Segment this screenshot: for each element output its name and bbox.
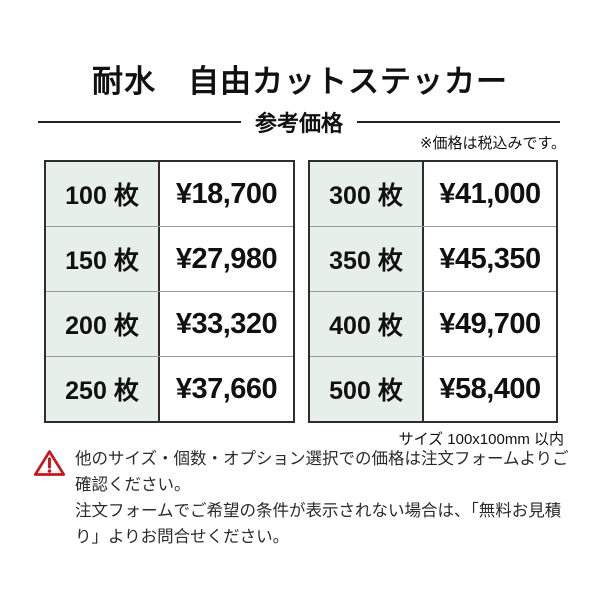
price-table-left: 100 枚 ¥18,700 150 枚 ¥27,980 200 枚 ¥33,32…: [44, 160, 295, 423]
table-row: 400 枚 ¥49,700: [310, 291, 556, 356]
size-limit-note: サイズ 100x100mm 以内: [398, 431, 564, 448]
quantity-cell: 300 枚: [310, 162, 424, 226]
price-cell: ¥18,700: [175, 177, 278, 210]
quantity-cell: 250 枚: [46, 357, 160, 421]
tax-included-note: ※価格は税込みです。: [419, 135, 566, 152]
quantity-cell: 150 枚: [46, 227, 160, 291]
reference-price-heading: 参考価格: [38, 108, 561, 136]
table-row: 200 枚 ¥33,320: [46, 291, 293, 356]
warning-line: り」よりお問合せください。: [75, 528, 290, 546]
quantity-cell: 350 枚: [310, 227, 424, 291]
quantity-cell: 200 枚: [46, 292, 160, 356]
warning-line: 他のサイズ・個数・オプション選択での価格は注文フォームよりご: [75, 450, 569, 468]
price-cell: ¥27,980: [175, 242, 278, 275]
heading-rule-right: [357, 121, 561, 123]
price-table-right: 300 枚 ¥41,000 350 枚 ¥45,350 400 枚 ¥49,70…: [308, 160, 558, 423]
price-cell: ¥45,350: [439, 242, 541, 275]
price-cell: ¥49,700: [439, 307, 541, 340]
table-row: 150 枚 ¥27,980: [46, 226, 293, 291]
warning-triangle-icon: [33, 450, 66, 476]
price-cell: ¥33,320: [175, 307, 278, 340]
warning-line: 注文フォームでご希望の条件が表示されない場合は、「無料お見積: [75, 502, 562, 520]
quantity-cell: 500 枚: [310, 357, 424, 421]
price-cell: ¥41,000: [439, 177, 541, 210]
table-row: 350 枚 ¥45,350: [310, 226, 556, 291]
table-row: 300 枚 ¥41,000: [310, 162, 556, 226]
warning-line: 確認ください。: [75, 476, 191, 494]
page-title: 耐水 自由カットステッカー: [92, 64, 508, 99]
price-cell: ¥58,400: [439, 372, 541, 405]
quantity-cell: 100 枚: [46, 162, 160, 226]
table-row: 100 枚 ¥18,700: [46, 162, 293, 226]
table-row: 500 枚 ¥58,400: [310, 356, 556, 421]
heading-rule-left: [38, 121, 241, 123]
warning-text: 他のサイズ・個数・オプション選択での価格は注文フォームよりご 確認ください。 注…: [75, 446, 578, 550]
table-row: 250 枚 ¥37,660: [46, 356, 293, 421]
quantity-cell: 400 枚: [310, 292, 424, 356]
warning-note: 他のサイズ・個数・オプション選択での価格は注文フォームよりご 確認ください。 注…: [33, 446, 578, 550]
reference-price-label: 参考価格: [255, 111, 344, 136]
price-cell: ¥37,660: [175, 372, 278, 405]
